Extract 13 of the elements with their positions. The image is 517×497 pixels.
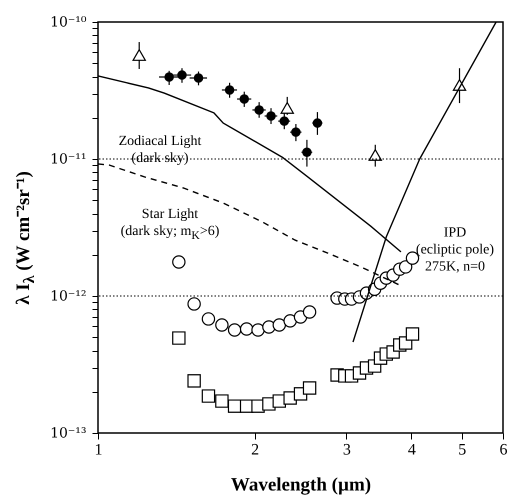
x-tick-label: 2 (251, 442, 260, 458)
annotation: IPD (ecliptic pole) 275K, n=0 (416, 224, 494, 276)
y-tick-label: 10⁻¹⁰ (50, 14, 87, 30)
x-tick-label: 4 (408, 442, 416, 458)
y-tick-label: 10⁻¹¹ (50, 152, 86, 168)
y-tick-label: 10⁻¹² (50, 288, 86, 304)
x-tick-label: 6 (500, 442, 508, 458)
y-tick-label: 10⁻¹³ (50, 426, 86, 442)
x-tick-label: 3 (342, 442, 351, 458)
x-axis-title: Wavelength (µm) (230, 474, 372, 496)
x-tick-label: 1 (94, 442, 102, 458)
x-tick-label: 5 (458, 442, 466, 458)
annotation: Star Light (dark sky; m$_{K}$>6) (120, 206, 220, 244)
